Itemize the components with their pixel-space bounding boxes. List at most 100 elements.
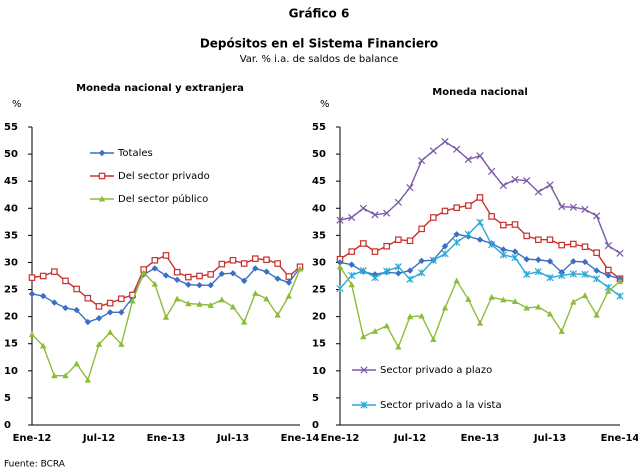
data-point (240, 277, 248, 285)
data-point (406, 237, 414, 245)
x-tick-label: Ene-13 (461, 433, 500, 444)
data-point (593, 212, 601, 220)
y-tick-label: 50 (4, 149, 18, 160)
data-point (336, 259, 344, 266)
data-point (406, 267, 414, 274)
data-point (39, 342, 47, 349)
data-point (511, 221, 519, 228)
data-point (62, 304, 69, 312)
data-point (336, 284, 344, 293)
data-point (476, 152, 484, 160)
data-point (465, 202, 472, 209)
data-point (51, 268, 58, 275)
legend-label: Totales (117, 148, 153, 159)
data-point (453, 145, 461, 153)
data-point (581, 243, 589, 251)
y-tick-label: 30 (312, 257, 326, 268)
data-point (229, 270, 237, 277)
data-point (570, 240, 577, 248)
y-tick-label: 0 (312, 420, 319, 431)
data-point (511, 175, 519, 184)
data-point (371, 274, 379, 282)
y-tick-label: 55 (4, 122, 18, 133)
y-tick-label: 10 (4, 366, 18, 377)
data-point (605, 287, 612, 294)
data-point (118, 309, 125, 316)
data-point (140, 269, 147, 276)
data-point (274, 275, 281, 282)
data-point (28, 274, 36, 281)
data-point (118, 295, 125, 303)
y-tick-label: 15 (312, 339, 326, 350)
data-point (229, 303, 237, 310)
data-point (95, 315, 103, 322)
data-point (285, 292, 293, 299)
data-point (39, 272, 47, 280)
data-point (406, 313, 414, 320)
data-point (285, 279, 293, 286)
data-point (359, 266, 367, 275)
x-tick-label: Jul-12 (393, 433, 426, 444)
data-point (185, 281, 192, 288)
data-point (196, 282, 203, 289)
data-point (62, 277, 69, 285)
data-point (616, 249, 624, 257)
data-point (570, 298, 577, 305)
legend-marker (360, 401, 368, 409)
data-point (605, 266, 612, 274)
y-tick-label: 0 (4, 420, 11, 431)
data-point (429, 256, 437, 264)
data-point (196, 300, 203, 307)
data-point (418, 257, 425, 265)
y-tick-label: 25 (312, 285, 326, 296)
y-tick-label: 10 (312, 366, 326, 377)
data-point (395, 236, 402, 243)
data-point (581, 205, 589, 213)
data-point (546, 310, 554, 317)
data-point (95, 341, 103, 347)
y-tick-label: 20 (4, 312, 18, 323)
data-point (453, 238, 461, 247)
data-point (151, 280, 159, 287)
data-point (106, 299, 114, 307)
data-point (28, 331, 36, 338)
legend-marker (98, 172, 106, 180)
data-point (605, 272, 612, 279)
data-point (151, 256, 159, 264)
data-point (430, 214, 437, 221)
data-point (593, 275, 601, 283)
data-point (394, 198, 402, 206)
data-point (523, 232, 530, 240)
legend-marker (98, 149, 106, 157)
y-tick-label: 35 (4, 230, 18, 241)
data-point (593, 311, 600, 318)
series-line (31, 254, 301, 308)
data-point (476, 218, 484, 226)
y-tick-label: 50 (312, 149, 326, 160)
data-point (558, 271, 566, 280)
data-point (162, 272, 170, 279)
data-point (581, 292, 589, 299)
data-point (62, 372, 69, 379)
legend-marker (360, 366, 368, 374)
data-point (383, 209, 391, 217)
data-point (359, 204, 367, 212)
data-point (441, 207, 449, 215)
data-point (534, 268, 542, 276)
data-point (581, 258, 589, 266)
data-point (252, 265, 259, 272)
data-point (488, 213, 495, 220)
data-point (395, 270, 402, 277)
data-point (95, 303, 103, 310)
y-tick-label: 45 (312, 176, 326, 187)
data-point (430, 336, 437, 342)
y-tick-label: 40 (4, 203, 18, 214)
data-point (593, 267, 600, 274)
data-point (535, 236, 542, 243)
data-point (348, 248, 355, 255)
data-point (173, 276, 181, 283)
data-point (488, 240, 496, 249)
x-tick-label: Ene-14 (281, 433, 320, 444)
data-point (118, 341, 125, 347)
data-point (28, 290, 36, 298)
